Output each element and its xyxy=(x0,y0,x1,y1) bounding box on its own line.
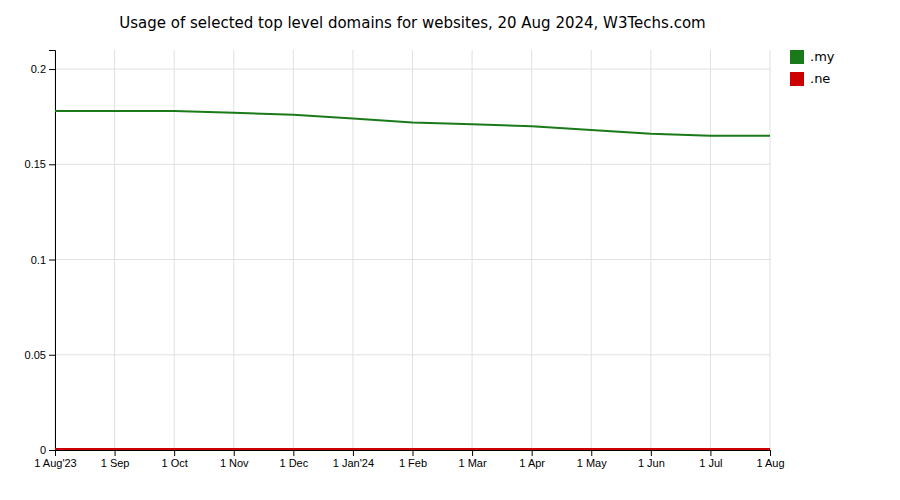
tick: 0.1 xyxy=(31,254,55,266)
tick-label: 1 Feb xyxy=(399,457,427,469)
tick-label: 1 Jun xyxy=(638,457,665,469)
tick: 0.2 xyxy=(31,63,55,75)
tick-label: 1 Jul xyxy=(699,457,722,469)
tick-label: 1 Nov xyxy=(220,457,249,469)
lines xyxy=(55,111,770,449)
grid xyxy=(55,50,770,450)
tick-label: 1 Mar xyxy=(459,457,487,469)
tick-label: 1 Dec xyxy=(279,457,308,469)
x-axis: 1 Aug'23 1 Sep 1 Oct 1 Nov 1 Dec 1 Jan'24 1 Fe… xyxy=(34,450,784,469)
tick: 0 xyxy=(40,444,55,456)
line xyxy=(55,111,770,136)
grid-line xyxy=(770,50,771,450)
tick-mark xyxy=(49,69,55,70)
tick-mark xyxy=(49,355,55,356)
tick-mark xyxy=(49,260,55,261)
y-axis: 0 0.05 0.1 0.15 0.2 xyxy=(25,51,56,457)
legend-swatch xyxy=(790,50,804,64)
tick-mark xyxy=(413,450,414,456)
grid-line xyxy=(352,50,353,450)
tick-label: 1 Sep xyxy=(101,457,130,469)
tick: 1 May xyxy=(577,450,607,469)
tick: 0.05 xyxy=(25,349,55,361)
tick: 1 Mar xyxy=(459,450,487,469)
chart: Usage of selected top level domains for … xyxy=(0,0,900,500)
grid-line xyxy=(233,50,234,450)
tick-label: 1 May xyxy=(577,457,607,469)
axis-line xyxy=(56,451,771,457)
legend-item: .ne xyxy=(790,71,830,86)
tick-mark xyxy=(651,450,652,456)
tick-mark xyxy=(234,450,235,456)
tick-mark xyxy=(532,450,533,456)
title: Usage of selected top level domains for … xyxy=(119,14,705,32)
line xyxy=(55,448,770,450)
legend-item: .my xyxy=(790,49,835,64)
tick-label: 1 Aug xyxy=(756,457,784,469)
legend-label: .ne xyxy=(810,71,830,86)
plot: 1 Aug'23 1 Sep 1 Oct 1 Nov 1 Dec 1 Jan'24 1 Fe… xyxy=(25,50,785,469)
grid-line xyxy=(650,50,651,450)
grid-line xyxy=(293,50,294,450)
tick-mark xyxy=(49,450,55,451)
tick-label: 0 xyxy=(40,444,46,456)
tick: 1 Oct xyxy=(162,450,188,469)
tick-mark xyxy=(49,164,55,165)
tick: 1 Feb xyxy=(399,450,427,469)
tick-mark xyxy=(115,450,116,456)
tick-label: 1 Jan'24 xyxy=(333,457,374,469)
tick: 1 Jul xyxy=(699,450,722,469)
grid-line xyxy=(412,50,413,450)
tick-mark xyxy=(591,450,592,456)
tick: 1 Jan'24 xyxy=(333,450,374,469)
tick-label: 0.2 xyxy=(31,63,46,75)
tick: 1 Aug xyxy=(756,450,784,469)
tick-mark xyxy=(353,450,354,456)
tick-mark xyxy=(293,450,294,456)
tick-label: 0.05 xyxy=(25,349,46,361)
tick-mark xyxy=(770,450,771,456)
tick-mark xyxy=(710,450,711,456)
tick-label: 0.15 xyxy=(25,158,46,170)
axis-line xyxy=(49,51,56,451)
tick-label: 1 Apr xyxy=(519,457,545,469)
tick: 1 Sep xyxy=(101,450,130,469)
tick-label: 1 Oct xyxy=(162,457,188,469)
legend: .my .ne xyxy=(790,49,835,86)
tick: 1 Dec xyxy=(279,450,308,469)
tick-mark xyxy=(174,450,175,456)
tick: 1 Apr xyxy=(519,450,545,469)
grid-line xyxy=(531,50,532,450)
legend-swatch xyxy=(790,72,804,86)
tick-mark xyxy=(472,450,473,456)
tick: 0.15 xyxy=(25,158,55,170)
grid-line xyxy=(710,50,711,450)
legend-label: .my xyxy=(810,49,835,64)
tick: 1 Jun xyxy=(638,450,665,469)
tick-label: 0.1 xyxy=(31,254,46,266)
tick-label: 1 Aug'23 xyxy=(34,457,76,469)
grid-line xyxy=(591,50,592,450)
grid-line xyxy=(472,50,473,450)
tick: 1 Nov xyxy=(220,450,249,469)
